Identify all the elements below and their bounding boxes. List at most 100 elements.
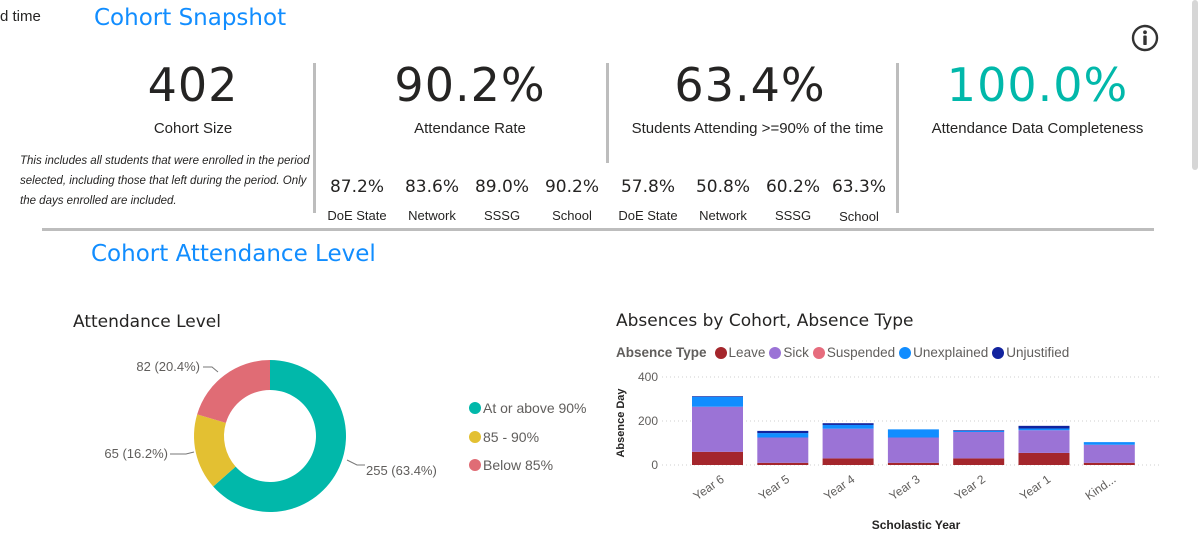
bar-segment-leave[interactable]	[887, 462, 939, 465]
cohort-size-value: 402	[147, 58, 239, 112]
bar-segment-sick[interactable]	[1083, 444, 1135, 463]
bar-segment-unexplained[interactable]	[1083, 442, 1135, 445]
bar-segment-unexplained[interactable]	[1018, 428, 1070, 431]
students-network-label: Network	[699, 208, 747, 223]
bar-segment-sick[interactable]	[692, 406, 743, 452]
donut-data-label-85-90: 65 (16.2%)	[104, 446, 168, 461]
cohort-note: This includes all students that were enr…	[20, 155, 310, 207]
legend-unexplained-dot-icon	[899, 346, 912, 359]
legend-title: Absence Type	[616, 345, 707, 360]
legend-label: Suspended	[826, 345, 896, 360]
absences-stacked-bar-chart[interactable]: 0 200 400 Year 6 Year 5 Year 4 Year 3 Year 2 Ye…	[600, 365, 1175, 545]
attendance-rate-value: 90.2%	[394, 58, 546, 112]
kpi-divider	[313, 63, 316, 213]
y-tick-label: 200	[638, 414, 658, 428]
bar-segment-leave[interactable]	[1018, 452, 1070, 465]
legend-item-leave[interactable]: Leave	[714, 345, 766, 360]
students-doe-state-value: 57.8%	[620, 177, 675, 197]
y-tick-label: 0	[651, 458, 658, 472]
donut-data-label-above-90: 255 (63.4%)	[366, 463, 437, 478]
legend-label: Leave	[728, 345, 766, 360]
legend-item-unjustified[interactable]: Unjustified	[992, 345, 1069, 360]
donut-slice-at-or-above-90[interactable]	[213, 360, 346, 512]
legend-item-below-85[interactable]: Below 85%	[469, 457, 553, 473]
info-icon[interactable]	[1131, 24, 1159, 52]
page-title: Cohort Snapshot	[94, 5, 287, 31]
x-tick-label: Year 1	[1017, 472, 1053, 503]
kpi-divider	[896, 63, 899, 213]
legend-label: Unjustified	[1006, 345, 1070, 360]
legend-item-at-or-above-90[interactable]: At or above 90%	[469, 400, 587, 416]
truncated-label: d time	[0, 8, 41, 25]
bar-segment-unjustified[interactable]	[1018, 425, 1070, 429]
bar-segment-sick[interactable]	[953, 432, 1005, 459]
x-tick-label: Year 5	[756, 472, 792, 503]
bar-chart-title: Absences by Cohort, Absence Type	[616, 311, 914, 331]
legend-label: Below 85%	[483, 457, 554, 473]
data-completeness-label: Attendance Data Completeness	[931, 120, 1144, 137]
attendance-doe-state-label: DoE State	[327, 208, 387, 223]
y-axis-title: Absence Day	[615, 388, 627, 458]
attendance-sssg-label: SSSG	[483, 208, 521, 223]
bar-segment-unexplained[interactable]	[953, 430, 1005, 432]
x-tick-label: Year 3	[887, 472, 923, 503]
legend-item-suspended[interactable]: Suspended	[812, 345, 896, 360]
attendance-sssg-value: 89.0%	[474, 177, 529, 197]
bar-segment-leave[interactable]	[822, 458, 874, 465]
legend-item-unexplained[interactable]: Unexplained	[899, 345, 988, 360]
data-completeness-value: 100.0%	[946, 58, 1129, 112]
attendance-network-value: 83.6%	[404, 177, 459, 197]
legend-suspended-dot-icon	[812, 346, 825, 359]
legend-item-sick[interactable]: Sick	[769, 345, 809, 360]
attendance-doe-state-value: 87.2%	[329, 177, 384, 197]
bar-segment-leave[interactable]	[757, 462, 809, 465]
bar-segment-unexplained[interactable]	[692, 396, 743, 407]
attendance-level-donut-chart[interactable]: 82 (20.4%) 65 (16.2%) 255 (63.4%)	[60, 340, 600, 540]
legend-label: At or above 90%	[483, 400, 587, 416]
bar-segment-unjustified[interactable]	[692, 396, 743, 397]
bar-segment-unexplained[interactable]	[822, 424, 874, 429]
donut-slice-85-90[interactable]	[194, 414, 236, 487]
legend-leave-dot-icon	[714, 346, 727, 359]
bar-segment-leave[interactable]	[1083, 462, 1135, 465]
x-tick-label: Kind...	[1083, 472, 1119, 503]
kpi-divider	[606, 63, 609, 163]
legend-label: Sick	[783, 345, 809, 360]
y-tick-label: 400	[638, 370, 658, 384]
students-doe-state-label: DoE State	[618, 208, 678, 223]
x-tick-label: Year 2	[952, 472, 988, 503]
bar-segment-unexplained[interactable]	[887, 429, 939, 438]
bar-segment-unjustified[interactable]	[757, 430, 809, 434]
x-tick-label: Year 4	[821, 472, 857, 503]
donut-slice-below-85[interactable]	[197, 360, 270, 423]
attendance-school-value: 90.2%	[544, 177, 599, 197]
bar-segment-sick[interactable]	[757, 437, 809, 463]
bar-segment-sick[interactable]	[1018, 430, 1070, 453]
cohort-size-label: Cohort Size	[153, 120, 233, 137]
legend-sick-dot-icon	[769, 346, 782, 359]
students-attending-label: Students Attending >=90% of the time	[631, 120, 884, 137]
donut-chart-title: Attendance Level	[73, 312, 221, 332]
bar-segment-unjustified[interactable]	[822, 423, 874, 425]
scrollbar[interactable]	[1192, 0, 1198, 170]
donut-data-label-below-85: 82 (20.4%)	[136, 359, 200, 374]
legend-red-dot-icon	[469, 459, 481, 471]
x-axis-title: Scholastic Year	[872, 518, 961, 532]
bar-segment-unjustified[interactable]	[953, 430, 1005, 431]
students-sssg-label: SSSG	[774, 208, 812, 223]
legend-label: Unexplained	[913, 345, 989, 360]
bar-segment-leave[interactable]	[692, 451, 743, 465]
students-school-value: 63.3%	[831, 177, 886, 197]
bar-segment-leave[interactable]	[953, 458, 1005, 465]
bar-segment-sick[interactable]	[887, 437, 939, 463]
bar-chart-legend: Absence Type Leave Sick Suspended Unexpl…	[616, 345, 1069, 360]
bar-segment-unexplained[interactable]	[757, 433, 809, 438]
legend-teal-dot-icon	[469, 402, 481, 414]
attendance-level-section-title: Cohort Attendance Level	[91, 241, 376, 267]
legend-item-85-90[interactable]: 85 - 90%	[469, 429, 539, 445]
legend-unjustified-dot-icon	[992, 346, 1005, 359]
students-sssg-value: 60.2%	[765, 177, 820, 197]
legend-yellow-dot-icon	[469, 431, 481, 443]
students-school-label: School	[839, 209, 879, 224]
bar-segment-sick[interactable]	[822, 428, 874, 459]
